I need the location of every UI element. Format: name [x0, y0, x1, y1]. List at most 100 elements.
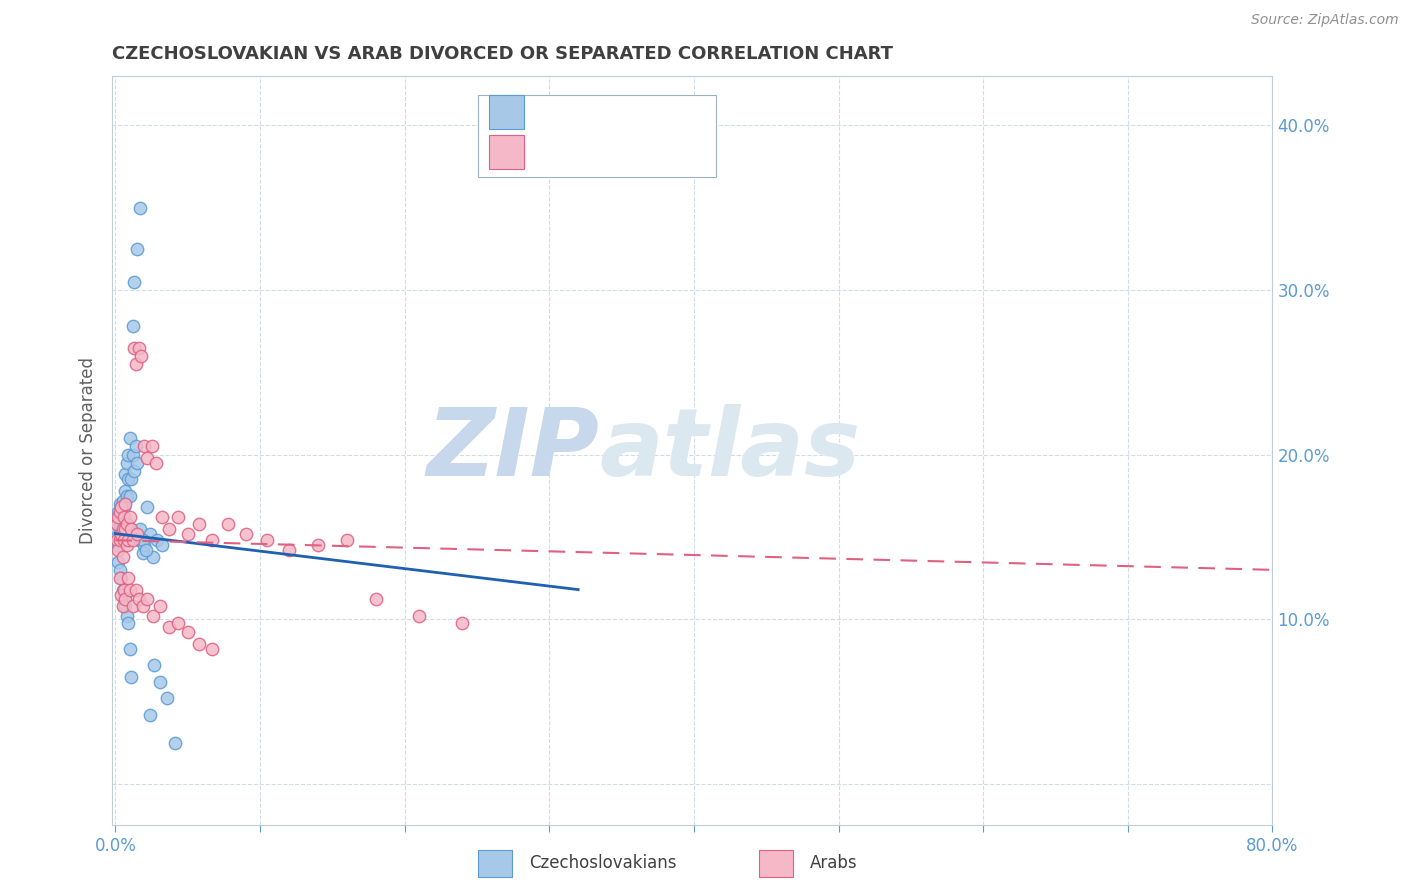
Point: [120, 522, 142, 536]
Point: [121, 599, 143, 613]
Point: [150, 538, 173, 552]
Point: [307, 538, 329, 552]
Point: [156, 691, 179, 706]
Point: [176, 526, 198, 541]
Y-axis label: Divorced or Separated: Divorced or Separated: [79, 357, 97, 544]
Point: [188, 516, 211, 531]
Point: [111, 526, 134, 541]
Point: [139, 707, 162, 722]
Point: [115, 516, 138, 531]
Point: [110, 516, 132, 531]
Point: [157, 522, 180, 536]
Point: [256, 533, 278, 548]
Text: R = -0.101  N = 61: R = -0.101 N = 61: [538, 103, 709, 121]
Point: [118, 431, 141, 445]
Point: [128, 533, 150, 548]
Point: [157, 620, 180, 634]
Point: [120, 670, 142, 684]
Point: [131, 349, 153, 363]
Point: [176, 625, 198, 640]
Point: [110, 533, 132, 548]
Point: [131, 533, 153, 548]
Point: [105, 530, 128, 544]
Point: [117, 533, 139, 548]
Point: [118, 489, 141, 503]
Point: [132, 546, 155, 560]
Point: [112, 516, 135, 531]
Point: [135, 543, 157, 558]
Point: [143, 658, 166, 673]
Point: [166, 615, 188, 630]
Point: [121, 319, 143, 334]
Point: [142, 549, 165, 564]
Point: [108, 533, 131, 548]
Point: [408, 609, 430, 624]
Point: [115, 489, 138, 503]
Point: [107, 505, 129, 519]
Point: [114, 483, 136, 498]
Point: [107, 538, 129, 552]
Point: [118, 510, 141, 524]
Point: [114, 522, 136, 536]
Point: [117, 615, 139, 630]
Point: [217, 516, 239, 531]
Point: [107, 543, 129, 558]
Point: [122, 464, 145, 478]
Point: [118, 641, 141, 656]
Point: [201, 533, 224, 548]
Point: [117, 448, 139, 462]
Point: [120, 472, 142, 486]
Point: [124, 357, 146, 371]
Point: [163, 736, 186, 750]
Point: [107, 555, 129, 569]
Point: [188, 637, 211, 651]
Point: [111, 493, 134, 508]
Point: [124, 582, 146, 597]
Point: [129, 522, 152, 536]
Point: [115, 609, 138, 624]
Point: [201, 641, 224, 656]
Point: [125, 456, 148, 470]
Point: [117, 571, 139, 585]
Point: [149, 674, 172, 689]
Point: [108, 522, 131, 536]
Point: [150, 510, 173, 524]
Point: [136, 592, 159, 607]
Point: [451, 615, 474, 630]
Point: [112, 510, 135, 524]
Text: Source: ZipAtlas.com: Source: ZipAtlas.com: [1251, 13, 1399, 28]
Point: [114, 592, 136, 607]
Point: [108, 563, 131, 577]
Point: [125, 526, 148, 541]
Bar: [478, 850, 512, 877]
Point: [112, 582, 135, 597]
Point: [111, 549, 134, 564]
Point: [105, 516, 128, 531]
Point: [108, 505, 131, 519]
Point: [105, 513, 128, 527]
Point: [136, 450, 159, 465]
Bar: [759, 850, 793, 877]
Point: [121, 533, 143, 548]
Point: [139, 526, 162, 541]
Point: [112, 533, 135, 548]
Point: [117, 472, 139, 486]
Point: [111, 510, 134, 524]
Point: [105, 533, 128, 548]
Point: [146, 533, 169, 548]
Point: [111, 599, 134, 613]
Point: [112, 500, 135, 515]
Point: [108, 497, 131, 511]
Point: [141, 439, 163, 453]
Text: R = -0.041  N = 63: R = -0.041 N = 63: [538, 143, 709, 161]
Point: [110, 571, 132, 585]
Point: [132, 533, 155, 548]
Point: [142, 609, 165, 624]
Text: Arabs: Arabs: [810, 854, 858, 872]
Point: [110, 500, 132, 515]
Point: [114, 467, 136, 482]
Point: [128, 341, 150, 355]
Point: [107, 510, 129, 524]
Point: [112, 533, 135, 548]
Point: [122, 341, 145, 355]
